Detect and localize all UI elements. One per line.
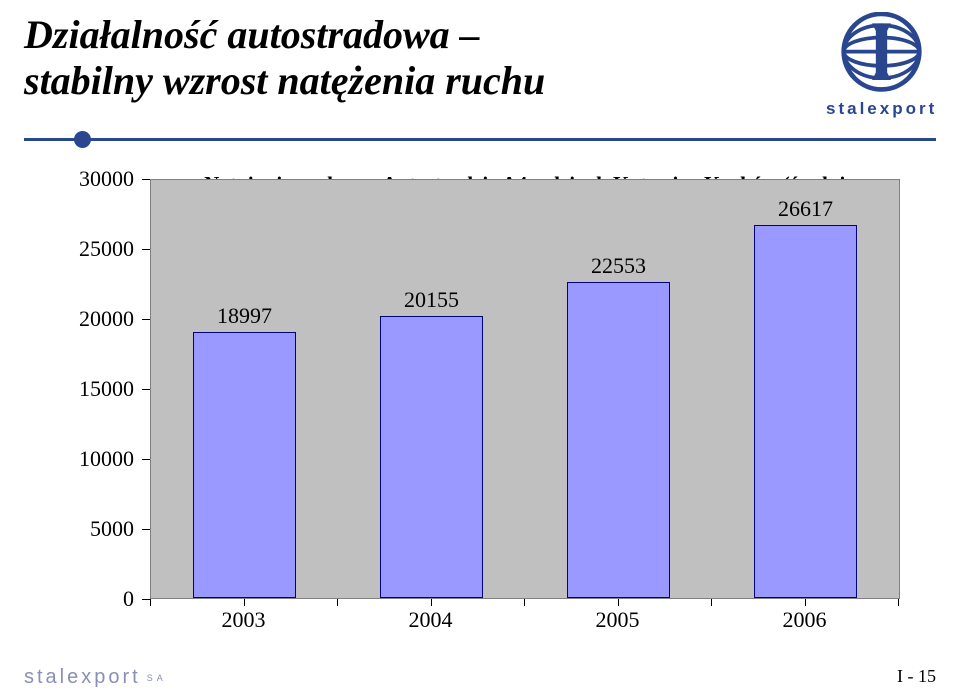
- x-axis: 2003 2004 2005 2006: [150, 599, 900, 639]
- y-tick-label: 5000: [90, 516, 134, 542]
- bar: 20155: [380, 316, 483, 598]
- title-line-1: Działalność autostradowa –: [24, 12, 826, 58]
- slide-title: Działalność autostradowa – stabilny wzro…: [24, 12, 826, 104]
- y-tick-label: 30000: [79, 166, 134, 192]
- brand-name: stalexport: [826, 99, 936, 119]
- x-tick-label: 2004: [409, 607, 453, 633]
- x-tick-label: 2006: [783, 607, 827, 633]
- footer-brand: stalexport S A: [24, 666, 164, 689]
- bar-value-label: 22553: [568, 253, 669, 279]
- y-tick-label: 20000: [79, 306, 134, 332]
- bar: 22553: [567, 282, 670, 598]
- y-tick-label: 0: [123, 586, 134, 612]
- bar: 26617: [754, 225, 857, 598]
- bar: 18997: [193, 332, 296, 598]
- plot-area: 18997 20155 22553 26617: [150, 179, 900, 599]
- y-tick-label: 10000: [79, 446, 134, 472]
- y-tick-label: 15000: [79, 376, 134, 402]
- y-tick-label: 25000: [79, 236, 134, 262]
- title-line-2: stabilny wzrost natężenia ruchu: [24, 58, 826, 104]
- footer-brand-name: stalexport: [24, 666, 141, 688]
- x-tick-label: 2005: [596, 607, 640, 633]
- globe-rail-icon: [834, 12, 929, 97]
- footer-brand-suffix: S A: [147, 673, 164, 683]
- bar-value-label: 18997: [194, 303, 295, 329]
- y-axis: 050001000015000200002500030000: [60, 179, 150, 599]
- brand-logo: stalexport: [826, 12, 936, 119]
- x-tick-label: 2003: [222, 607, 266, 633]
- page-number: I - 15: [897, 666, 936, 687]
- traffic-chart: Natężenie ruchu na Autostradzie A4, odci…: [60, 179, 900, 639]
- bar-value-label: 20155: [381, 287, 482, 313]
- divider: [24, 129, 936, 149]
- bar-value-label: 26617: [755, 196, 856, 222]
